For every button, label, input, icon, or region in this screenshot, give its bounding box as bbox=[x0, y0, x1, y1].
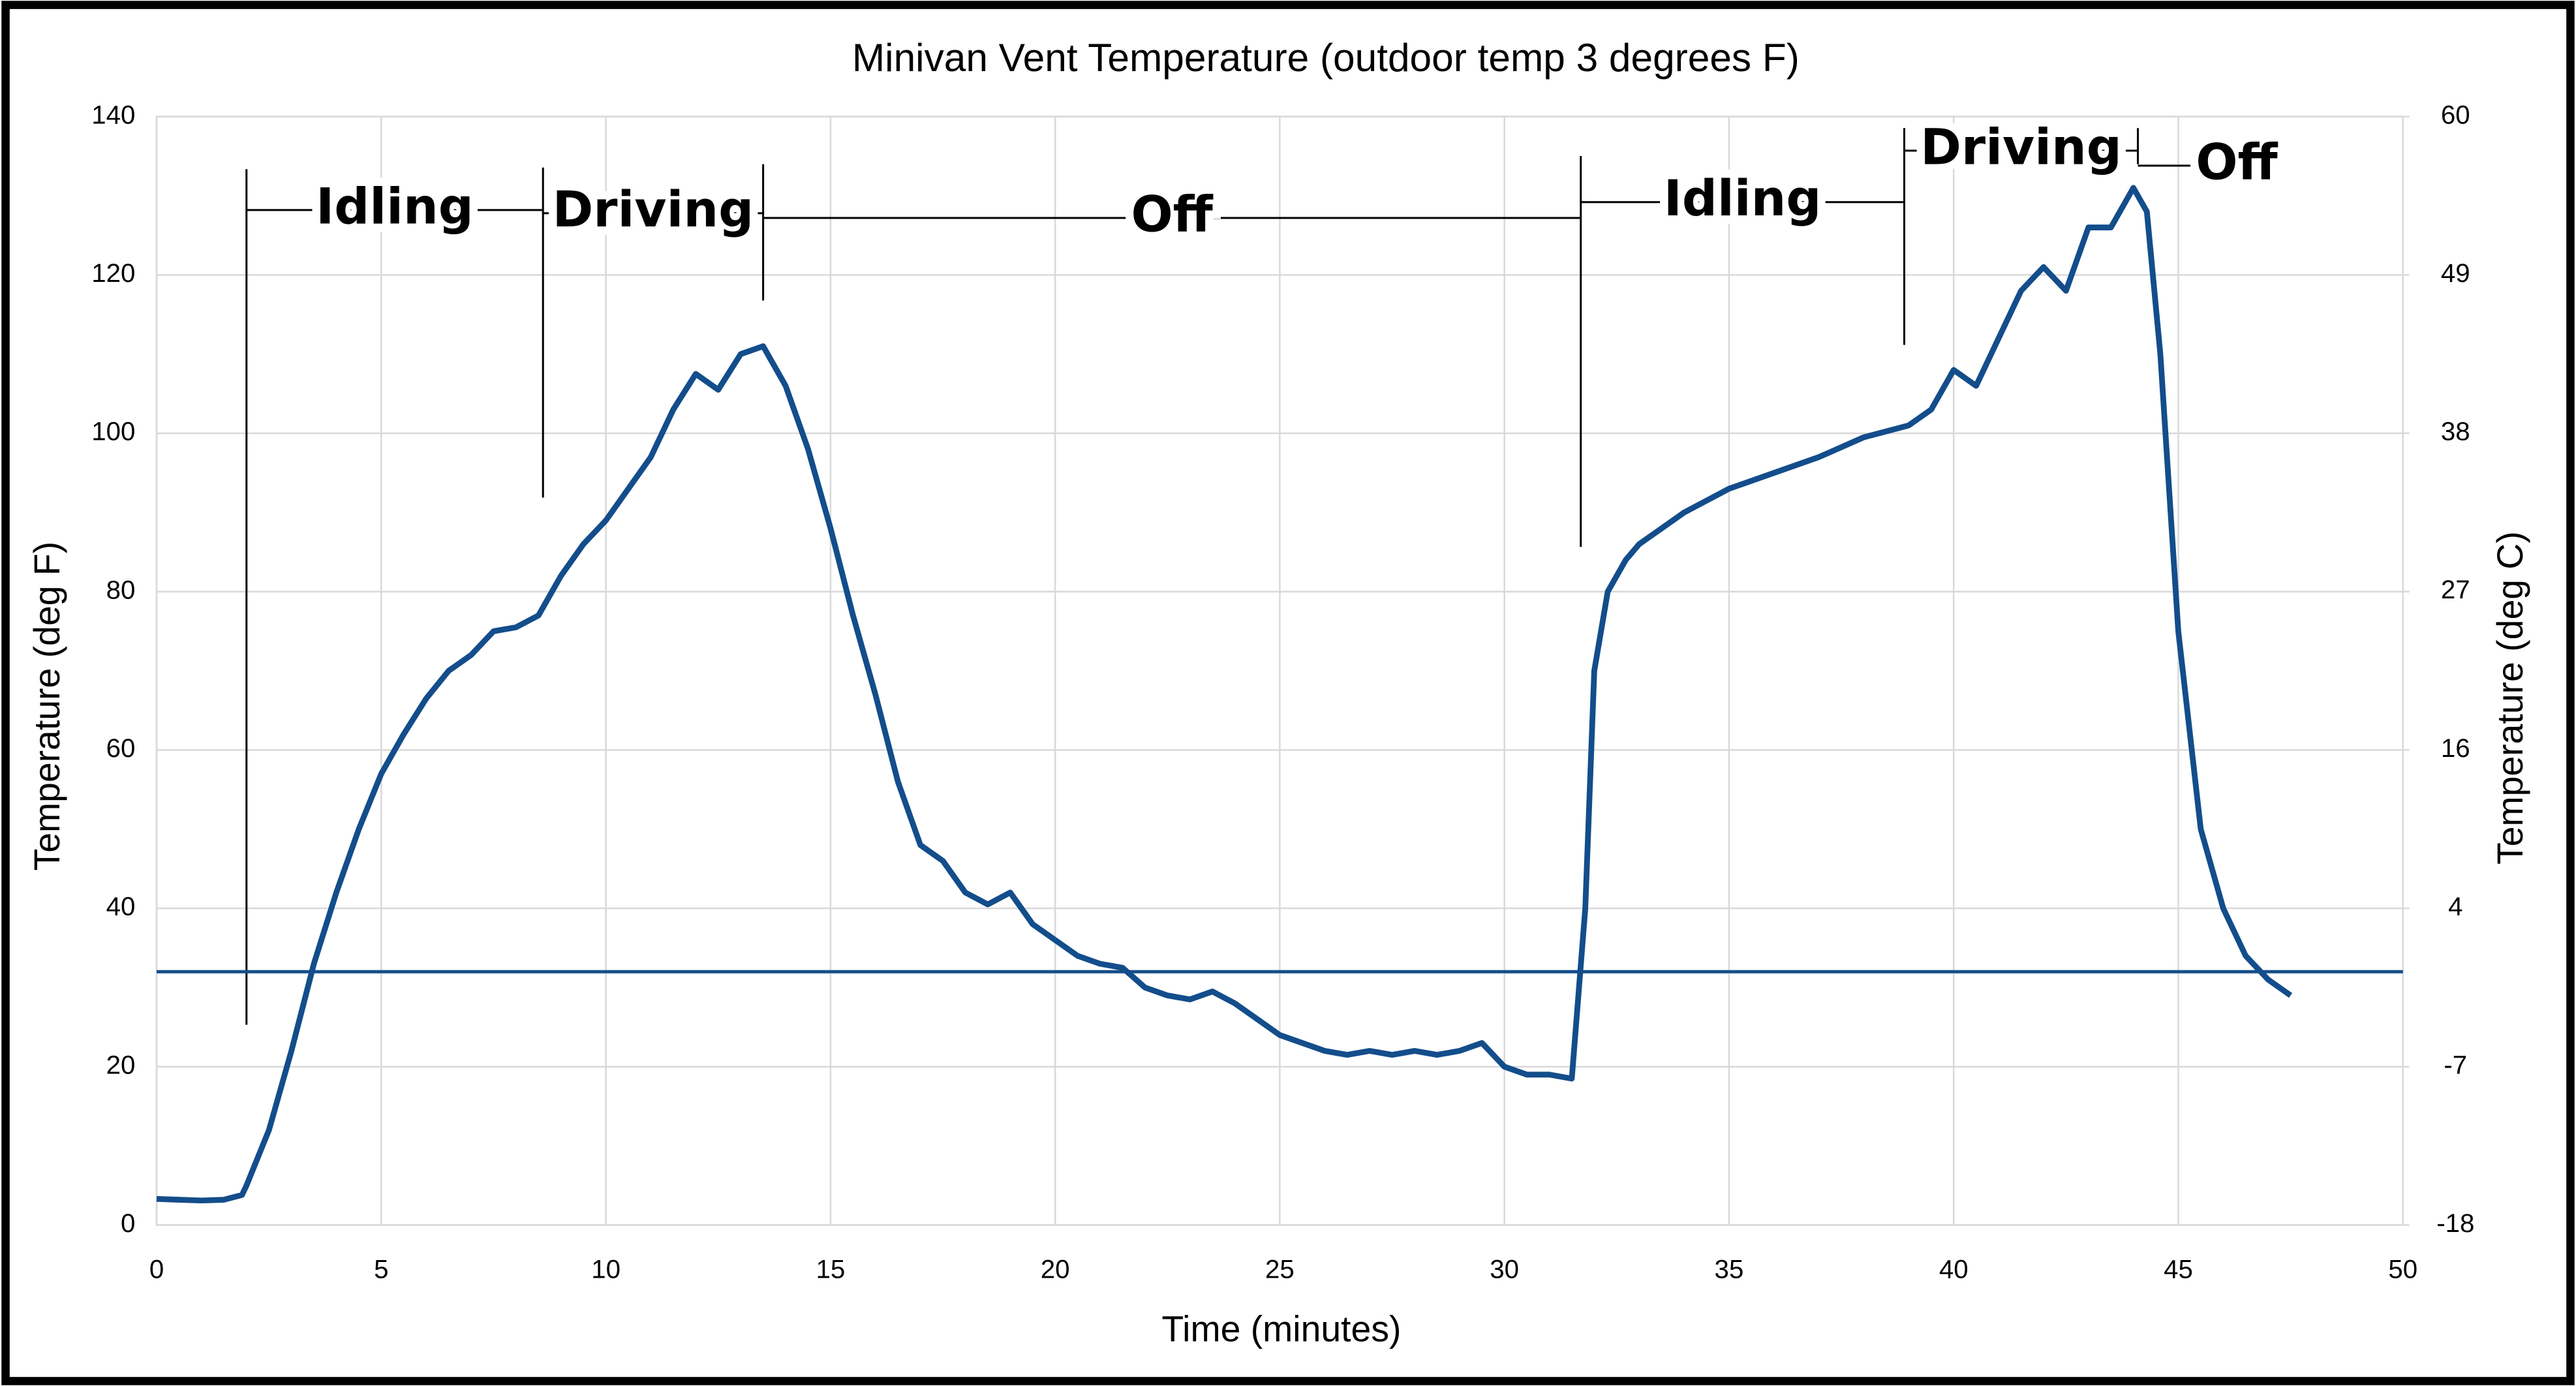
x-tick-label: 10 bbox=[591, 1254, 621, 1284]
y-tick-label: 80 bbox=[106, 575, 136, 604]
y-tick-label: 60 bbox=[106, 733, 136, 763]
x-tick-label: 0 bbox=[149, 1254, 164, 1284]
y2-tick-label: 60 bbox=[2441, 100, 2470, 129]
x-tick-label: 25 bbox=[1265, 1254, 1295, 1284]
y-tick-label: 120 bbox=[91, 258, 135, 288]
y-tick-label: 20 bbox=[106, 1050, 136, 1079]
x-tick-label: 20 bbox=[1041, 1254, 1070, 1284]
phase-label: Idling bbox=[1664, 170, 1822, 227]
y-tick-label: 140 bbox=[91, 100, 135, 129]
phase-label: Off bbox=[1131, 185, 1214, 243]
x-tick-label: 30 bbox=[1490, 1254, 1519, 1284]
y2-tick-label: 4 bbox=[2448, 892, 2462, 921]
y2-axis-label: Temperature (deg C) bbox=[2490, 531, 2530, 865]
x-tick-label: 45 bbox=[2164, 1254, 2193, 1284]
phase-label: Driving bbox=[553, 181, 754, 238]
x-tick-label: 40 bbox=[1939, 1254, 1969, 1284]
y2-tick-label: 38 bbox=[2441, 417, 2470, 446]
x-tick-label: 15 bbox=[816, 1254, 845, 1284]
data-line bbox=[156, 185, 2293, 1204]
x-tick-label: 50 bbox=[2388, 1254, 2417, 1284]
y-tick-label: 100 bbox=[91, 417, 135, 446]
y-axis-label: Temperature (deg F) bbox=[27, 542, 67, 871]
x-tick-label: 35 bbox=[1715, 1254, 1744, 1284]
y-tick-label: 40 bbox=[106, 892, 136, 921]
y2-tick-label: 49 bbox=[2441, 258, 2470, 288]
y2-tick-label: -18 bbox=[2436, 1209, 2474, 1238]
y2-tick-label: 16 bbox=[2441, 733, 2470, 763]
y2-tick-label: -7 bbox=[2444, 1050, 2467, 1079]
chart-title: Minivan Vent Temperature (outdoor temp 3… bbox=[852, 35, 1800, 80]
x-tick-label: 5 bbox=[374, 1254, 388, 1284]
x-axis-label: Time (minutes) bbox=[1161, 1309, 1401, 1349]
phase-label: Idling bbox=[316, 177, 474, 235]
y-tick-label: 0 bbox=[121, 1209, 135, 1238]
phase-label: Off bbox=[2196, 133, 2278, 191]
y2-tick-label: 27 bbox=[2441, 575, 2470, 604]
phase-label: Driving bbox=[1920, 118, 2122, 176]
plot-border bbox=[155, 116, 2404, 1226]
